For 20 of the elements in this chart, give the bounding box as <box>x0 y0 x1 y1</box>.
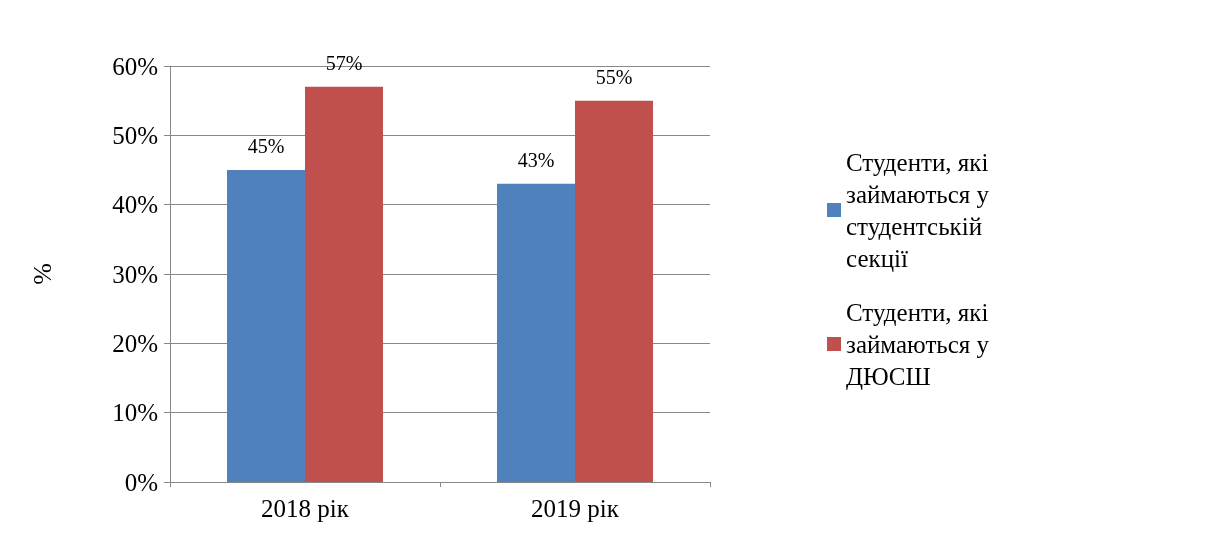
bar <box>497 183 575 482</box>
legend-label: Студенти, які займаються у ДЮСШ <box>846 298 996 390</box>
y-tick-label: 30% <box>112 260 158 288</box>
y-tick-label: 60% <box>112 52 158 80</box>
y-tick-label: 0% <box>124 468 158 496</box>
y-tick-label: 20% <box>112 329 158 357</box>
data-label: 57% <box>325 51 363 74</box>
data-label: 55% <box>595 65 633 88</box>
data-label: 43% <box>517 148 555 171</box>
bar <box>227 170 305 482</box>
y-axis-title: % <box>27 263 57 285</box>
x-tick-label: 2018 рік <box>261 495 350 522</box>
y-tick-label: 50% <box>112 121 158 149</box>
y-tick-label: 40% <box>112 191 158 219</box>
legend-label: Студенти, які займаються у студентській секції <box>846 148 996 272</box>
bar <box>575 100 653 482</box>
y-tick-label: 10% <box>112 399 158 427</box>
bar <box>305 86 383 482</box>
data-label: 45% <box>247 135 285 157</box>
x-tick-label: 2019 рік <box>531 495 620 522</box>
